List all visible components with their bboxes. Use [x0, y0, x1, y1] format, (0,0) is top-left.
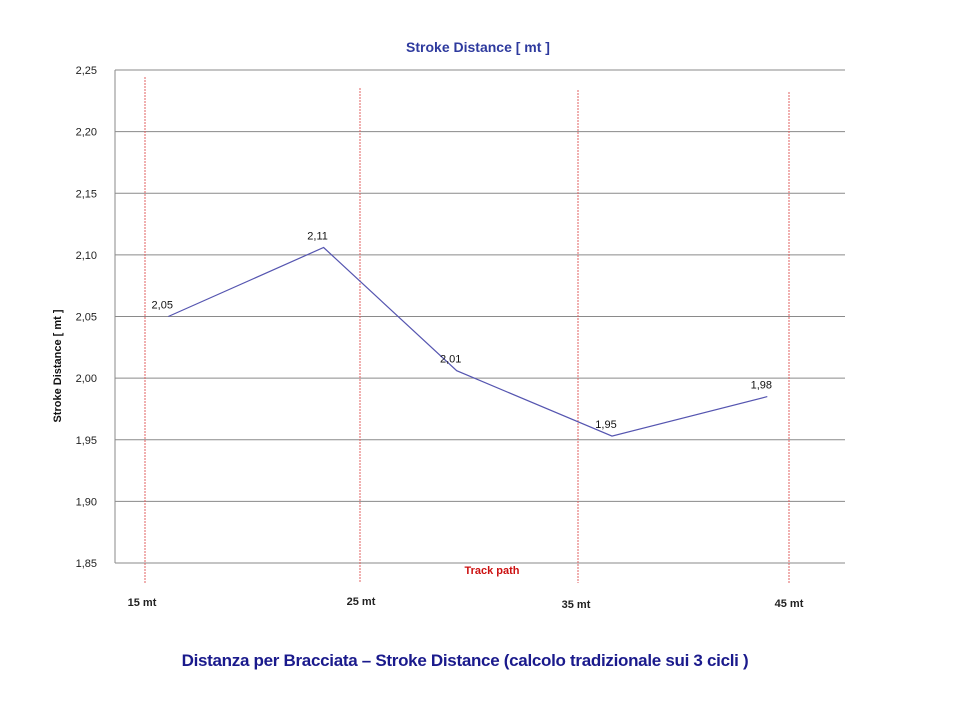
series-line [168, 246, 768, 437]
y-tick-label: 1,90 [76, 496, 97, 508]
x-category-label: 35 mt [562, 599, 591, 611]
x-category-label: 15 mt [128, 597, 157, 609]
caption: Distanza per Bracciata – Stroke Distance… [181, 651, 749, 670]
data-label: 1,95 [595, 419, 616, 431]
x-category-label: 25 mt [347, 596, 376, 608]
y-tick-label: 1,95 [76, 435, 97, 447]
data-labels: 2,05 2,11 2,01 1,95 1,98 [152, 230, 773, 431]
data-label: 1,98 [751, 380, 772, 392]
data-label: 2,05 [152, 300, 173, 312]
chart-title: Stroke Distance [ mt ] [406, 39, 550, 55]
category-marker-lines [144, 77, 790, 583]
x-axis-label: Track path [464, 565, 519, 577]
y-axis-label: Stroke Distance [ mt ] [52, 309, 64, 422]
grid [114, 69, 845, 564]
y-tick-label: 2,05 [76, 312, 97, 324]
y-tick-labels: 1,85 1,90 1,95 2,00 2,05 2,10 2,15 2,20 2,25 [76, 65, 97, 570]
chart: Stroke Distance [ mt ] 1,85 1,90 1,95 2,00 2… [52, 39, 845, 611]
x-category-label: 45 mt [775, 598, 804, 610]
y-tick-label: 1,85 [76, 558, 97, 570]
x-category-labels: 15 mt 25 mt 35 mt 45 mt [128, 596, 804, 611]
y-tick-label: 2,25 [76, 65, 97, 77]
y-tick-label: 2,10 [76, 250, 97, 262]
y-tick-label: 2,15 [76, 188, 97, 200]
data-label: 2,11 [307, 230, 328, 242]
y-tick-label: 2,00 [76, 373, 97, 385]
data-label: 2,01 [440, 354, 461, 366]
y-tick-label: 2,20 [76, 127, 97, 139]
